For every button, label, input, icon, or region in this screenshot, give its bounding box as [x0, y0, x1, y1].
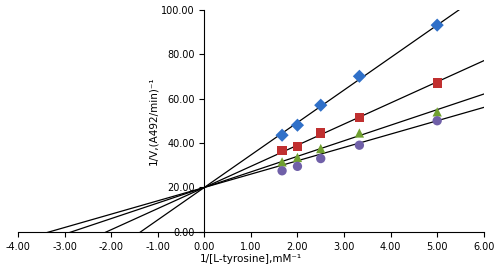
Point — [316, 131, 324, 135]
Point — [294, 123, 302, 127]
Point — [316, 146, 324, 151]
Point — [316, 156, 324, 161]
Y-axis label: 1/V,(A492/min)⁻¹: 1/V,(A492/min)⁻¹ — [148, 76, 158, 165]
Point — [356, 131, 364, 135]
Point — [433, 110, 441, 114]
Point — [278, 160, 286, 164]
Point — [356, 74, 364, 78]
Point — [294, 164, 302, 168]
Point — [278, 148, 286, 153]
X-axis label: 1/[L-tyrosine],mM⁻¹: 1/[L-tyrosine],mM⁻¹ — [200, 254, 302, 264]
Point — [356, 115, 364, 120]
Point — [278, 169, 286, 173]
Point — [356, 143, 364, 147]
Point — [433, 81, 441, 85]
Point — [316, 103, 324, 107]
Point — [278, 133, 286, 137]
Point — [433, 119, 441, 123]
Point — [294, 144, 302, 148]
Point — [433, 23, 441, 27]
Point — [294, 155, 302, 160]
